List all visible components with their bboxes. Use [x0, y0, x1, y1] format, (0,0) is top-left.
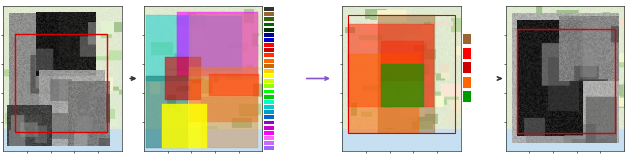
- Bar: [264, 79, 273, 83]
- Bar: [147, 15, 191, 81]
- Bar: [378, 15, 435, 133]
- Bar: [264, 64, 273, 68]
- Bar: [264, 38, 273, 42]
- Bar: [264, 23, 273, 26]
- Bar: [264, 141, 273, 145]
- Bar: [348, 24, 433, 107]
- Bar: [463, 77, 471, 88]
- Bar: [177, 16, 243, 71]
- Bar: [264, 12, 273, 16]
- Bar: [264, 43, 273, 47]
- Bar: [189, 14, 258, 78]
- Bar: [264, 74, 273, 78]
- Bar: [264, 59, 273, 62]
- Bar: [264, 110, 273, 114]
- Bar: [264, 100, 273, 104]
- Bar: [463, 34, 471, 44]
- Bar: [165, 57, 201, 100]
- Bar: [264, 7, 273, 11]
- Bar: [264, 90, 273, 93]
- Bar: [264, 95, 273, 99]
- Bar: [264, 131, 273, 135]
- Bar: [381, 64, 424, 107]
- Bar: [177, 12, 258, 76]
- Bar: [264, 33, 273, 37]
- Bar: [348, 15, 455, 133]
- Bar: [264, 84, 273, 88]
- Bar: [381, 41, 424, 81]
- Bar: [264, 48, 273, 52]
- Bar: [264, 54, 273, 57]
- Bar: [264, 146, 273, 150]
- Bar: [264, 126, 273, 130]
- Bar: [15, 34, 108, 132]
- Bar: [264, 105, 273, 109]
- Bar: [463, 62, 471, 73]
- Bar: [189, 67, 258, 122]
- Bar: [463, 48, 471, 59]
- Bar: [348, 54, 419, 133]
- Bar: [201, 97, 258, 148]
- Bar: [264, 121, 273, 124]
- Bar: [518, 29, 614, 133]
- Bar: [209, 74, 259, 96]
- Bar: [264, 69, 273, 73]
- Bar: [264, 17, 273, 21]
- Bar: [264, 115, 273, 119]
- Bar: [147, 76, 188, 148]
- Bar: [264, 28, 273, 32]
- Bar: [463, 91, 471, 102]
- Bar: [264, 136, 273, 140]
- Bar: [162, 105, 207, 148]
